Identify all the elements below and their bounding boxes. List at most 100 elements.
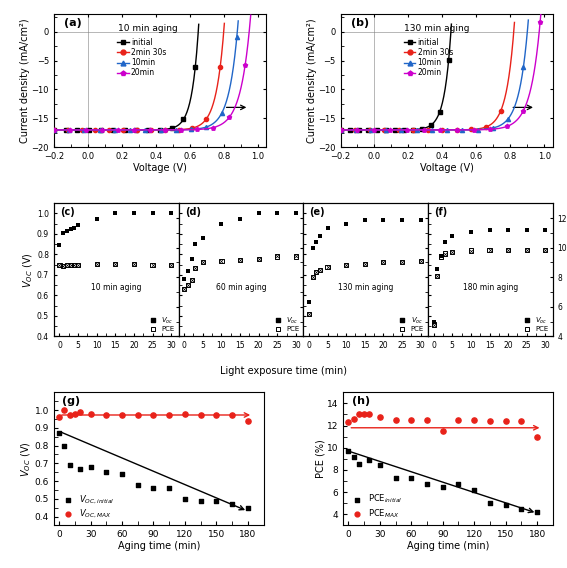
X-axis label: Aging time (min): Aging time (min) [407,541,489,550]
Text: (c): (c) [60,207,75,217]
Point [391,473,400,482]
Point [111,260,120,269]
Point [198,258,208,267]
Point [74,220,83,229]
Point [485,499,494,508]
Point [344,446,353,456]
Point [235,256,244,265]
Point [129,209,138,218]
Point [437,252,446,261]
Point [323,262,332,272]
Point [467,246,476,255]
Point [273,252,282,261]
Point [196,411,205,420]
Point [448,248,457,257]
Point [66,224,75,233]
Point [180,274,189,283]
Point [254,209,263,218]
Point [66,260,75,269]
Y-axis label: PCE (%): PCE (%) [315,440,325,478]
Point [429,320,438,329]
Point [304,310,314,319]
Legend: $V_{oc}$, PCE: $V_{oc}$, PCE [392,312,427,335]
Point [243,416,252,425]
Y-axis label: $V_{OC}$ (V): $V_{OC}$ (V) [22,252,36,287]
Point [304,310,314,319]
Point [66,260,75,269]
Point [532,432,541,441]
Point [55,261,64,270]
Point [74,260,83,269]
Point [273,209,282,218]
Point [342,260,351,269]
Point [359,410,369,419]
Y-axis label: $V_{OC}$ (V): $V_{OC}$ (V) [20,441,33,477]
Point [187,275,196,285]
Point [397,215,407,224]
Point [316,232,325,241]
Point [485,245,494,254]
Point [148,260,157,269]
Point [55,241,64,250]
Point [407,415,416,424]
Point [433,271,442,280]
Point [54,429,64,438]
Point [65,411,74,420]
Point [349,452,358,461]
Text: 130 min aging: 130 min aging [338,283,393,292]
Point [235,214,244,223]
Point [183,280,192,289]
Point [422,480,431,489]
Text: (h): (h) [352,396,370,406]
Point [365,410,374,419]
Point [541,225,550,235]
Point [437,252,446,261]
Point [58,228,67,237]
Text: (a): (a) [65,18,82,28]
Point [485,416,494,425]
X-axis label: Voltage (V): Voltage (V) [133,162,187,173]
Point [308,273,317,282]
Point [60,406,69,415]
Point [441,249,450,258]
Point [254,254,263,263]
Point [354,410,363,419]
Point [54,412,64,421]
Point [360,215,369,224]
Point [316,265,325,274]
Point [360,260,369,269]
Point [342,260,351,269]
Point [70,409,79,418]
Point [75,464,84,473]
Legend: $V_{oc}$, PCE: $V_{oc}$, PCE [268,312,302,335]
Point [517,416,526,425]
Point [467,227,476,236]
Point [291,209,301,218]
Point [448,232,457,241]
Point [416,256,425,265]
Point [235,256,244,265]
Point [167,260,176,269]
Legend: PCE$_{initial}$, PCE$_{MAX}$: PCE$_{initial}$, PCE$_{MAX}$ [346,490,406,523]
Legend: $V_{OC, initial}$, $V_{OC, MAX}$: $V_{OC, initial}$, $V_{OC, MAX}$ [56,490,118,523]
Point [454,415,463,424]
Point [191,264,200,273]
Y-axis label: Current density (mA/cm²): Current density (mA/cm²) [307,18,317,143]
Point [323,262,332,272]
Point [349,415,358,424]
Point [312,237,321,247]
Legend: initial, 2min 30s, 10min, 20min: initial, 2min 30s, 10min, 20min [114,35,170,81]
Point [416,215,425,224]
Point [117,411,126,420]
Point [254,254,263,263]
Point [243,503,252,512]
Point [485,245,494,254]
Point [133,411,142,420]
Point [217,256,226,265]
Point [148,209,157,218]
Point [391,415,400,424]
Point [149,411,158,420]
Point [344,417,353,427]
Point [541,245,550,254]
Point [187,275,196,285]
